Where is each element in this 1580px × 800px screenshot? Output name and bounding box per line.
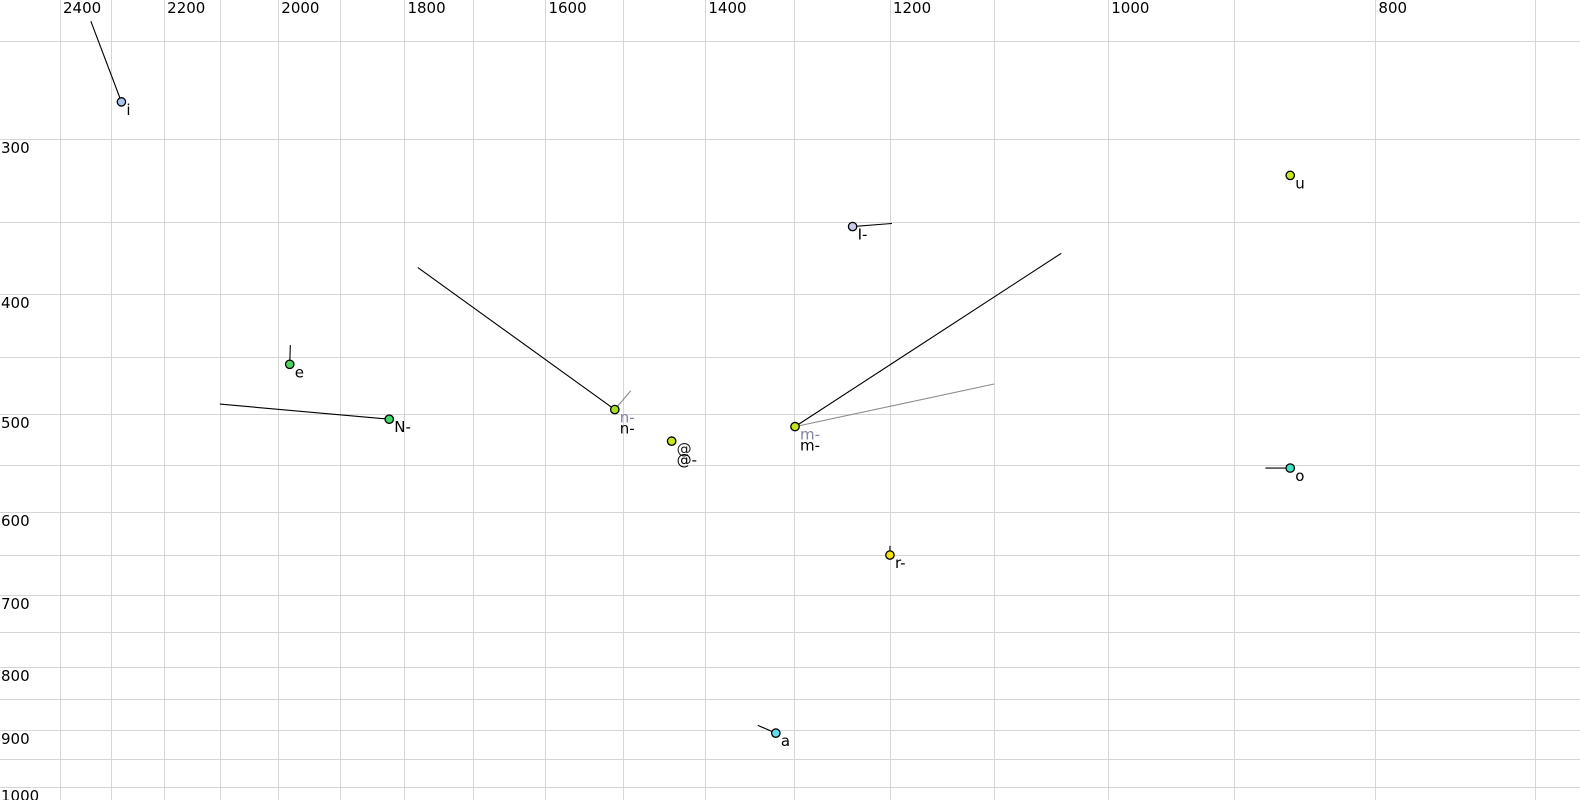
vowel-tail-line (417, 267, 616, 410)
vowel-point-label: I- (858, 226, 868, 244)
vowel-point-label: @ (677, 440, 692, 458)
vowel-point-dot[interactable] (666, 436, 677, 446)
f2-axis-tick-label: 2400 (63, 0, 101, 17)
vowel-point-label: o (1295, 467, 1304, 485)
vowel-point-label: N- (394, 418, 411, 436)
vowel-point-dot[interactable] (1285, 463, 1296, 473)
vowel-point-label: a (781, 732, 790, 750)
vowel-point-dot[interactable] (284, 359, 295, 370)
f1-axis-tick-label: 1000 (1, 787, 39, 800)
vowel-point-dot[interactable] (770, 728, 781, 738)
f1-axis-tick-label: 400 (1, 294, 30, 312)
f1-axis-tick-label: 300 (1, 139, 30, 157)
vowel-point-dot[interactable] (847, 221, 858, 232)
f2-axis-tick-label: 2000 (281, 0, 319, 17)
f2-axis-tick-label: 1200 (893, 0, 931, 17)
f2-axis-tick-label: 1000 (1111, 0, 1149, 17)
vowel-point-label: e (295, 363, 304, 381)
f2-axis-tick-label: 1600 (548, 0, 586, 17)
f2-axis-tick-label: 1800 (407, 0, 445, 17)
f2-axis-tick-label: 2200 (167, 0, 205, 17)
vowel-point-label: n- (620, 409, 635, 427)
f2-axis-tick-label: 800 (1378, 0, 1407, 17)
f2-axis-tick-label: 1400 (708, 0, 746, 17)
vowel-point-labels: i u I-e N-n-n- @@- m-m-o r-a (126, 101, 1304, 750)
vowel-point-dot[interactable] (790, 421, 800, 432)
vowel-tail-line (794, 383, 995, 428)
vowel-point-label: @- (677, 451, 697, 469)
vowel-point-label: n- (620, 420, 635, 438)
vowel-point-label: r- (895, 554, 906, 572)
f1-axis-tick-label: 600 (1, 512, 30, 530)
vowel-tail-line (90, 20, 122, 103)
vowel-tail-line (852, 222, 892, 228)
vowel-point-dot[interactable] (885, 550, 895, 560)
vowel-point-label: m- (800, 426, 820, 444)
f1-axis-tick-label: 800 (1, 667, 30, 685)
vowel-tail-line (794, 252, 1062, 428)
vowel-point-dot[interactable] (1285, 170, 1296, 181)
axis-tick-labels: 2400 2200 2000 1800 1600 1400 1200 1000 800 300 40… (1, 0, 1407, 800)
f1-axis-tick-label: 500 (1, 414, 30, 432)
vowel-point-dot[interactable] (116, 97, 127, 107)
vowel-point-dot[interactable] (609, 404, 620, 415)
vowel-tail-line (219, 403, 390, 420)
f1-axis-tick-label: 700 (1, 595, 30, 613)
vowel-point-dot[interactable] (384, 414, 395, 425)
point-tails (90, 20, 1291, 734)
vowel-point-label: m- (800, 437, 820, 455)
f1-axis-tick-label: 900 (1, 730, 30, 748)
vowel-point-label: u (1295, 174, 1305, 192)
vowel-point-label: i (126, 101, 130, 119)
vowel-points (116, 97, 1296, 738)
